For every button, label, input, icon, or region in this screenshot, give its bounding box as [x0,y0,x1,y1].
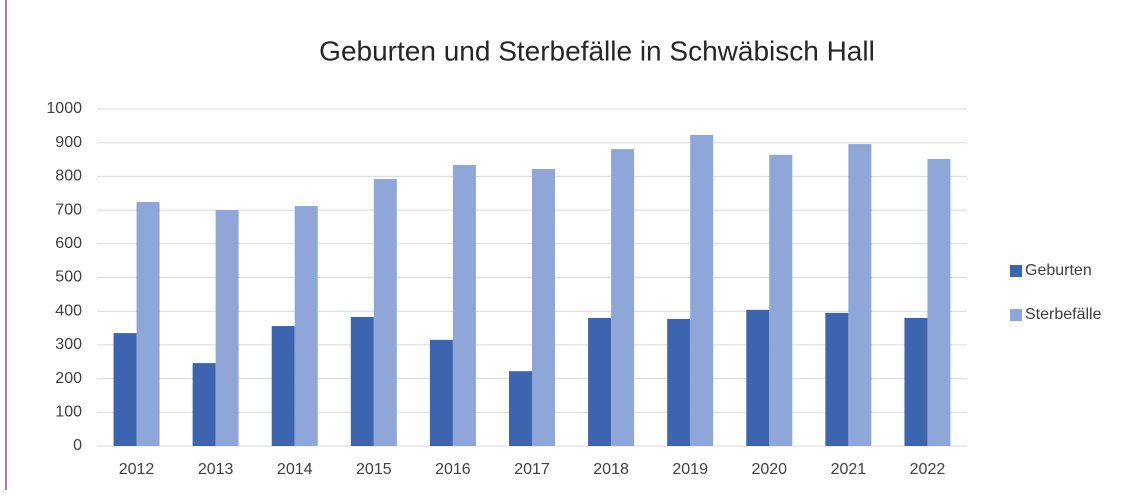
bar [927,158,951,446]
bar [746,309,770,446]
bar [429,339,453,446]
legend-label: Sterbefälle [1025,306,1102,323]
bar [532,168,555,446]
y-tick-label: 500 [55,269,82,286]
x-tick-label: 2013 [198,461,234,478]
y-tick-label: 700 [55,201,82,218]
bar [113,333,137,446]
legend-swatch [1010,265,1022,277]
bar [215,210,239,446]
y-tick-label: 1000 [46,100,82,117]
bar [350,316,374,446]
y-tick-label: 900 [55,134,82,151]
x-tick-label: 2018 [593,461,629,478]
x-tick-label: 2021 [831,461,867,478]
bar [690,134,714,446]
bar [611,149,635,446]
y-tick-label: 300 [55,336,82,353]
bar [848,144,872,446]
x-tick-label: 2015 [356,461,392,478]
y-tick-label: 400 [55,302,82,319]
x-tick-label: 2016 [435,461,471,478]
bar [452,164,476,446]
bar [136,202,160,446]
x-tick-label: 2019 [672,461,708,478]
x-tick-label: 2022 [910,461,946,478]
y-tick-label: 800 [55,168,82,185]
legend-swatch [1010,309,1022,321]
y-tick-label: 600 [55,235,82,252]
bar [192,363,216,446]
y-tick-label: 0 [73,437,82,454]
x-tick-label: 2017 [514,461,550,478]
bar [373,179,397,446]
x-tick-label: 2014 [277,461,313,478]
bar [825,312,849,446]
legend-label: Geburten [1025,262,1092,279]
bar [667,318,691,446]
x-tick-label: 2020 [751,461,787,478]
bar [294,206,318,446]
bar [588,317,612,446]
x-tick-label: 2012 [119,461,155,478]
bar [271,326,295,446]
bar [904,317,928,446]
bar [509,371,532,446]
y-tick-label: 200 [55,370,82,387]
bar [769,154,793,446]
y-tick-label: 100 [55,404,82,421]
chart-title: Geburten und Sterbefälle in Schwäbisch H… [319,35,875,66]
